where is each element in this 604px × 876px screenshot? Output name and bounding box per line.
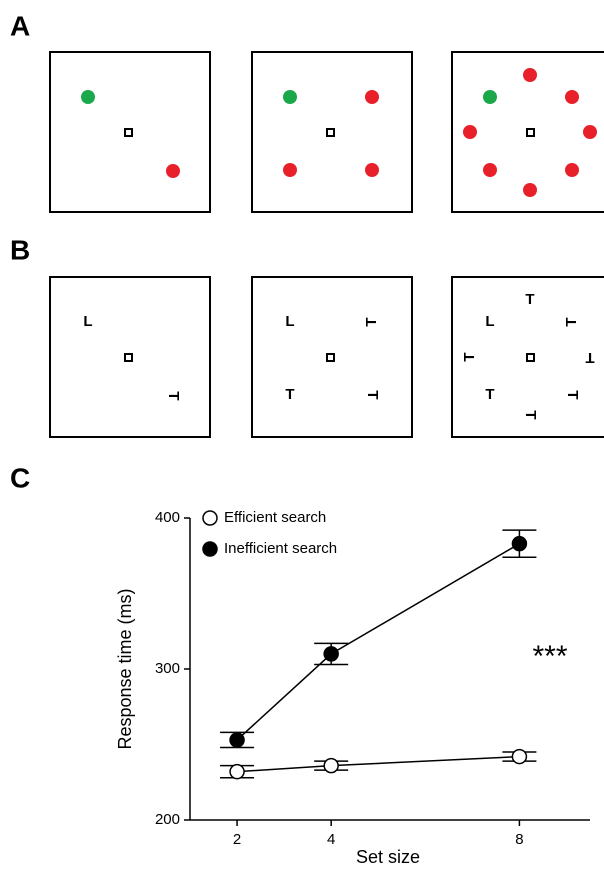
stimulus-dot: [463, 125, 477, 139]
marker: [511, 535, 528, 552]
letter-stimulus: T: [585, 349, 594, 366]
series-line: [237, 755, 520, 773]
stimulus-dot: [565, 90, 579, 104]
fixation: [124, 353, 133, 362]
y-tick-label: 300: [155, 660, 180, 677]
panel-label: A: [10, 10, 30, 41]
stimulus-dot: [523, 68, 537, 82]
letter-stimulus: T: [525, 291, 534, 308]
fixation: [526, 128, 535, 137]
letter-stimulus: T: [363, 317, 380, 326]
display-box: [451, 276, 604, 438]
stimulus-dot: [166, 164, 180, 178]
fixation: [124, 128, 133, 137]
marker: [323, 646, 339, 662]
series-line: [236, 543, 520, 741]
stimulus-dot: [483, 163, 497, 177]
marker: [229, 763, 245, 780]
letter-stimulus: T: [485, 386, 494, 403]
stimulus-dot: [81, 90, 95, 104]
letter-stimulus: T: [285, 386, 294, 403]
stimulus-dot: [523, 183, 537, 197]
stimulus-dot: [283, 90, 297, 104]
marker: [511, 748, 528, 765]
letter-stimulus: T: [364, 390, 381, 399]
letter-stimulus: L: [485, 313, 494, 330]
letter-stimulus: T: [461, 352, 478, 361]
fixation: [326, 128, 335, 137]
marker: [323, 757, 339, 774]
marker: [229, 732, 245, 748]
legend-marker: [202, 510, 218, 526]
panel-label: C: [10, 462, 30, 493]
display-box: [251, 51, 413, 213]
y-tick-label: 200: [155, 811, 180, 828]
display-box: [251, 276, 413, 438]
panel-label: B: [10, 234, 30, 265]
display-box: [49, 276, 211, 438]
legend-label: Efficient search: [224, 509, 326, 526]
display-box: [451, 51, 604, 213]
fixation: [326, 353, 335, 362]
stimulus-dot: [283, 163, 297, 177]
x-tick-label: 2: [233, 831, 241, 848]
stimulus-dot: [365, 90, 379, 104]
letter-stimulus: T: [165, 391, 182, 400]
fixation: [526, 353, 535, 362]
letter-stimulus: T: [563, 317, 580, 326]
stimulus-dot: [365, 163, 379, 177]
legend-label: Inefficient search: [224, 540, 337, 557]
stimulus-dot: [583, 125, 597, 139]
legend-marker: [202, 541, 218, 557]
y-tick-label: 400: [155, 509, 180, 526]
letter-stimulus: L: [83, 313, 92, 330]
significance: ***: [532, 640, 567, 673]
letter-stimulus: L: [285, 313, 294, 330]
stimulus-dot: [483, 90, 497, 104]
display-box: [49, 51, 211, 213]
x-tick-label: 8: [515, 831, 523, 848]
y-axis-label: Response time (ms): [115, 588, 135, 749]
stimulus-dot: [565, 163, 579, 177]
letter-stimulus: T: [522, 410, 539, 419]
letter-stimulus: T: [564, 390, 581, 399]
x-axis-label: Set size: [356, 847, 420, 867]
x-tick-label: 4: [327, 831, 335, 848]
